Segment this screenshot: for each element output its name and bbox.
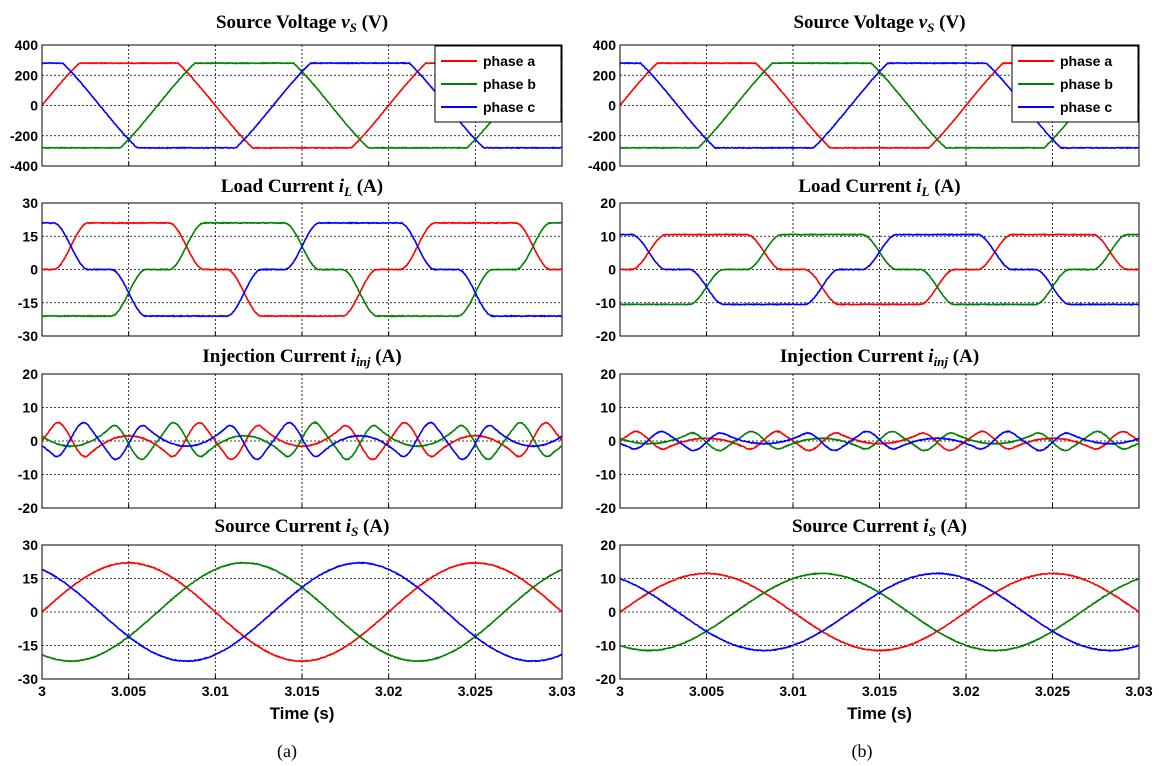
x-axis-label: Time (s) <box>847 704 912 723</box>
y-tick-label: -10 <box>596 295 616 311</box>
y-tick-label: -15 <box>18 638 38 654</box>
y-tick-label: -10 <box>18 467 38 483</box>
subplot-a-4: Source Current iS (A) 3 3.005 3.01 3.015 3.02… <box>18 516 576 723</box>
y-tick-label: -20 <box>596 500 616 516</box>
y-tick-label: 0 <box>30 98 38 114</box>
plot-title: Load Current iL (A) <box>221 176 383 199</box>
y-tick-label: -400 <box>10 158 38 174</box>
y-tick-label: 10 <box>600 400 616 416</box>
y-tick-label: -400 <box>588 158 616 174</box>
x-tick-label: 3.02 <box>375 683 402 699</box>
plot-title: Source Voltage vS (V) <box>793 12 965 35</box>
x-axis-label: Time (s) <box>270 704 335 723</box>
x-tick-label: 3 <box>38 683 46 699</box>
y-tick-label: 400 <box>15 37 39 53</box>
plot-title: Injection Current iinj (A) <box>202 346 401 369</box>
y-tick-label: 0 <box>30 604 38 620</box>
x-tick-label: 3.025 <box>458 683 493 699</box>
panel-label-a: (a) <box>277 741 297 762</box>
series-line-phase-c <box>42 61 562 150</box>
series-line-phase-a <box>620 572 1139 653</box>
y-tick-label: 15 <box>22 571 38 587</box>
series-line-phase-c <box>620 571 1139 652</box>
y-tick-label: 200 <box>15 67 39 83</box>
x-tick-label: 3.03 <box>548 683 575 699</box>
y-tick-label: 20 <box>600 537 616 553</box>
plot-title: Source Voltage vS (V) <box>216 12 388 35</box>
y-tick-label: 0 <box>30 433 38 449</box>
series-line-phase-c <box>620 61 1139 150</box>
series-line-phase-a <box>42 561 562 663</box>
x-tick-label: 3.02 <box>952 683 979 699</box>
y-tick-label: -30 <box>18 671 38 687</box>
subplot-b-2: Load Current iL (A) -20 -10 0 10 20 <box>596 176 1140 344</box>
y-tick-label: -20 <box>596 328 616 344</box>
series-line-phase-c <box>42 561 562 663</box>
series-line-phase-a <box>620 429 1139 452</box>
x-tick-label: 3.005 <box>111 683 146 699</box>
y-tick-label: -10 <box>596 638 616 654</box>
plot-title: Source Current iS (A) <box>215 516 390 539</box>
series-line-phase-a <box>620 233 1139 306</box>
legend-entry: phase a <box>1060 53 1112 69</box>
y-tick-label: 30 <box>22 537 38 553</box>
legend: phase a phase b phase c <box>434 45 562 123</box>
legend-entry: phase c <box>1060 99 1112 115</box>
x-tick-label: 3.03 <box>1125 683 1152 699</box>
subplot-a-2: Load Current iL (A) -30 -15 0 15 30 <box>18 176 563 344</box>
plot-title: Load Current iL (A) <box>798 176 960 199</box>
y-tick-label: 400 <box>593 37 617 53</box>
y-tick-label: 200 <box>593 67 617 83</box>
y-tick-label: 0 <box>608 262 616 278</box>
y-tick-label: -15 <box>18 295 38 311</box>
x-tick-label: 3 <box>616 683 624 699</box>
y-tick-label: -30 <box>18 328 38 344</box>
y-tick-label: 0 <box>608 433 616 449</box>
y-tick-label: -20 <box>18 500 38 516</box>
y-tick-label: 20 <box>22 366 38 382</box>
y-tick-label: 20 <box>600 195 616 211</box>
y-tick-label: 0 <box>608 98 616 114</box>
series-line-phase-c <box>620 233 1139 307</box>
y-tick-label: 10 <box>600 571 616 587</box>
y-tick-label: 15 <box>22 228 38 244</box>
y-tick-label: -10 <box>596 467 616 483</box>
x-tick-label: 3.01 <box>202 683 229 699</box>
subplot-b-1: Source Voltage vS (V) -400 -200 0 200 400 phas… <box>588 12 1140 174</box>
x-tick-label: 3.025 <box>1035 683 1070 699</box>
series-line-phase-a <box>42 221 562 318</box>
y-tick-label: -200 <box>10 128 38 144</box>
series-line-phase-a <box>42 421 562 461</box>
subplot-b-4: Source Current iS (A) 3 3.005 3.01 3.015 3.02… <box>596 516 1153 723</box>
x-tick-label: 3.015 <box>862 683 897 699</box>
plot-title: Injection Current iinj (A) <box>780 346 979 369</box>
plot-title: Source Current iS (A) <box>792 516 967 539</box>
panel-label-b: (b) <box>852 741 873 762</box>
y-tick-label: 10 <box>22 400 38 416</box>
y-tick-label: -20 <box>596 671 616 687</box>
x-tick-label: 3.01 <box>779 683 806 699</box>
series-line-phase-c <box>620 430 1139 452</box>
y-tick-label: 20 <box>600 366 616 382</box>
legend: phase a phase b phase c <box>1011 45 1139 123</box>
y-tick-label: 10 <box>600 228 616 244</box>
subplot-a-1: Source Voltage vS (V) -400 -200 0 200 400 phas… <box>10 12 563 174</box>
legend-entry: phase b <box>1060 76 1113 92</box>
series-line-phase-c <box>42 221 562 318</box>
x-tick-label: 3.015 <box>284 683 319 699</box>
series-line-phase-c <box>42 421 562 461</box>
legend-entry: phase b <box>483 76 536 92</box>
x-tick-label: 3.005 <box>689 683 724 699</box>
subplot-a-3: Injection Current iinj (A) -20 -10 0 10 20 <box>18 346 563 516</box>
subplot-b-3: Injection Current iinj (A) -20 -10 0 10 20 <box>596 346 1140 516</box>
legend-entry: phase a <box>483 53 535 69</box>
y-tick-label: 0 <box>30 262 38 278</box>
y-tick-label: 30 <box>22 195 38 211</box>
legend-entry: phase c <box>483 99 535 115</box>
y-tick-label: -200 <box>588 128 616 144</box>
y-tick-label: 0 <box>608 604 616 620</box>
